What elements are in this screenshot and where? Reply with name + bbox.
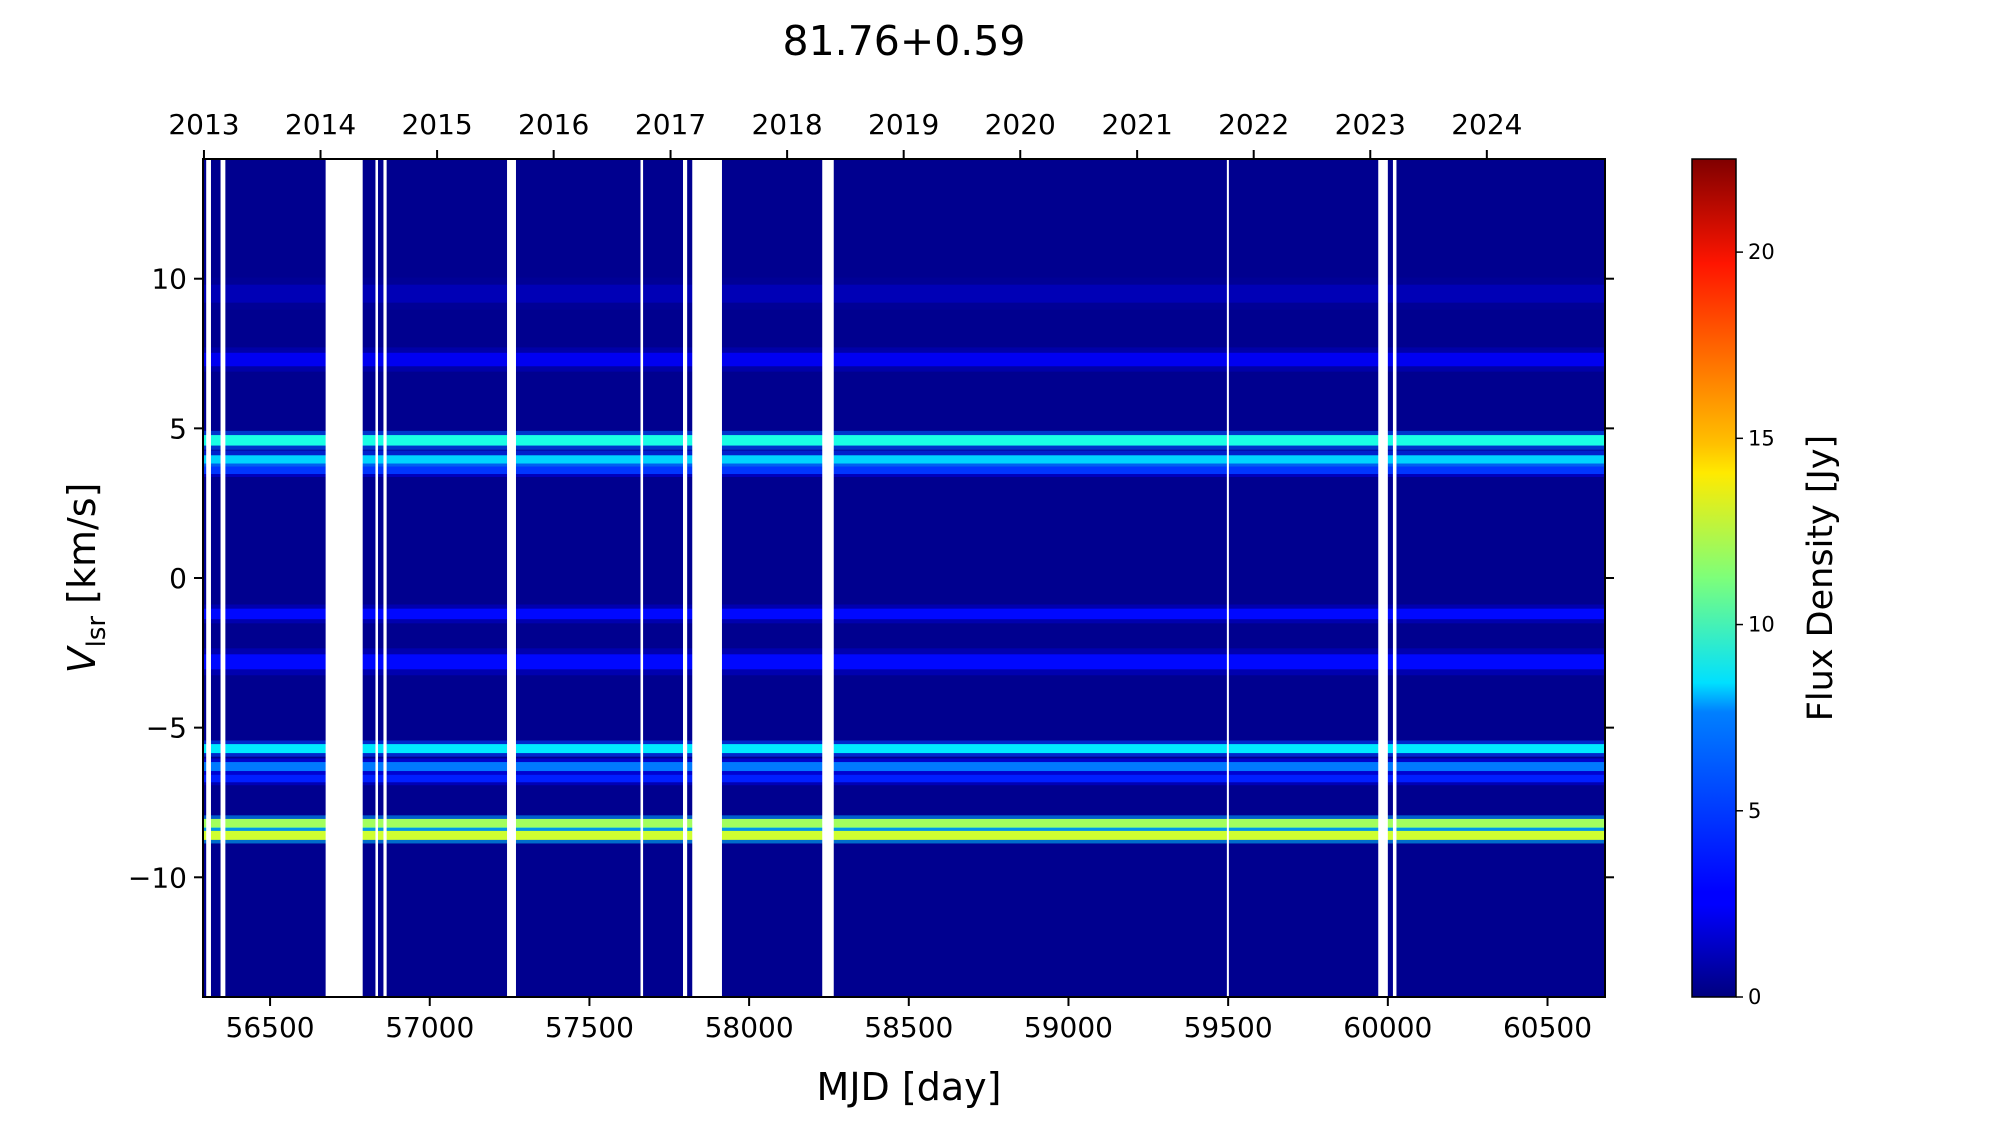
y-tick-label: 5: [169, 412, 187, 445]
year-tick-label: 2015: [401, 108, 472, 141]
data-gap: [383, 159, 387, 997]
data-gap: [640, 159, 644, 997]
data-gap: [1378, 159, 1388, 997]
year-tick-label: 2018: [751, 108, 822, 141]
x-tick-label: 59500: [1184, 1011, 1273, 1044]
x-tick-label: 56500: [226, 1011, 315, 1044]
x-axis-label: MJD [day]: [817, 1065, 1002, 1109]
data-gap: [692, 159, 722, 997]
year-tick-label: 2013: [168, 108, 239, 141]
x-tick-label: 58000: [705, 1011, 794, 1044]
spectral-feature: [203, 435, 1605, 446]
x-tick-label: 59000: [1024, 1011, 1113, 1044]
y-tick-label: −5: [146, 712, 187, 745]
colorbar-tick-label: 15: [1748, 426, 1775, 450]
plot-area: [203, 159, 1605, 997]
year-tick-label: 2016: [518, 108, 589, 141]
year-tick-label: 2020: [985, 108, 1056, 141]
y-tick-label: −10: [128, 861, 187, 894]
spectral-feature: [203, 352, 1605, 367]
year-tick-label: 2019: [868, 108, 939, 141]
x-tick-label: 60000: [1343, 1011, 1432, 1044]
data-gap: [220, 159, 226, 997]
spectral-feature: [203, 455, 1605, 468]
year-tick-label: 2024: [1451, 108, 1522, 141]
data-gap: [1392, 159, 1397, 997]
colorbar-tick-label: 0: [1748, 985, 1761, 1009]
data-gap: [206, 159, 211, 997]
colorbar-tick-label: 20: [1748, 240, 1775, 264]
y-axis-label: Vlsr [km/s]: [60, 483, 112, 674]
year-tick-label: 2023: [1335, 108, 1406, 141]
spectral-feature: [203, 466, 1605, 474]
spectral-feature: [203, 830, 1605, 840]
chart-title: 81.76+0.59: [782, 17, 1025, 65]
x-tick-label: 57000: [385, 1011, 474, 1044]
spectral-feature: [203, 284, 1605, 303]
year-tick-label: 2017: [635, 108, 706, 141]
data-gap: [507, 159, 516, 997]
data-gap: [822, 159, 834, 997]
spectral-feature: [203, 762, 1605, 772]
spectral-feature: [203, 608, 1605, 620]
data-gap: [1226, 159, 1229, 997]
x-tick-label: 57500: [545, 1011, 634, 1044]
spectral-feature: [203, 818, 1605, 828]
colorbar: [1691, 158, 1737, 998]
data-gap: [683, 159, 688, 997]
spectral-feature: [203, 774, 1605, 783]
colorbar-label: Flux Density [Jy]: [1801, 435, 1841, 721]
x-tick-label: 58500: [864, 1011, 953, 1044]
x-tick-label: 60500: [1503, 1011, 1592, 1044]
colorbar-tick-label: 10: [1748, 613, 1775, 637]
y-tick-label: 10: [151, 263, 187, 296]
y-tick-label: 0: [169, 562, 187, 595]
spectral-feature: [203, 744, 1605, 754]
data-gap: [375, 159, 379, 997]
spectral-feature: [203, 654, 1605, 670]
year-tick-label: 2021: [1102, 108, 1173, 141]
data-gap: [325, 159, 363, 997]
colorbar-tick-label: 5: [1748, 799, 1761, 823]
year-tick-label: 2014: [285, 108, 356, 141]
year-tick-label: 2022: [1218, 108, 1289, 141]
